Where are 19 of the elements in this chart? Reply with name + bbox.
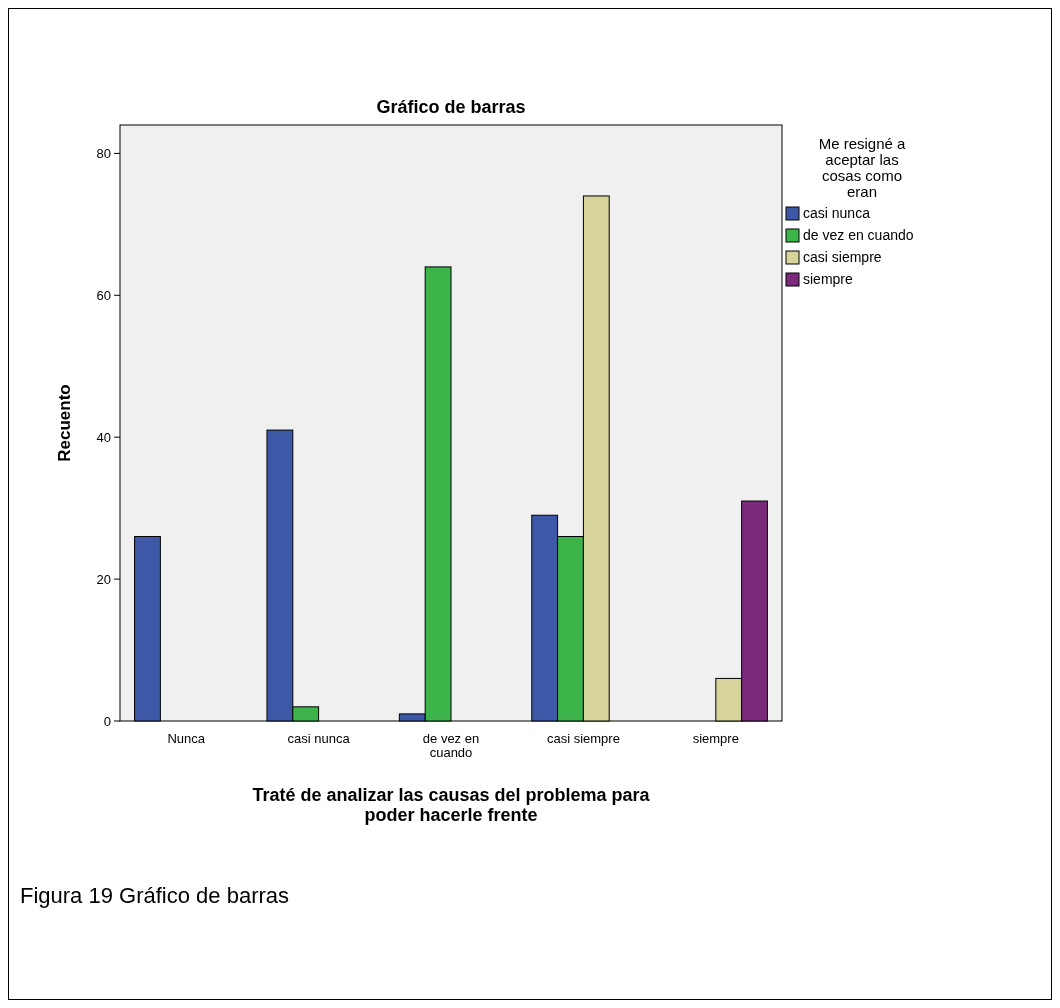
legend-label: siempre xyxy=(803,271,854,287)
x-tick-label: casi siempre xyxy=(546,731,620,746)
legend-label: de vez en cuando xyxy=(803,227,914,243)
legend-label: casi siempre xyxy=(803,249,882,265)
x-tick-label: siempre xyxy=(692,731,739,746)
y-tick-label: 60 xyxy=(96,287,111,303)
x-tick-label: de vez en cuando xyxy=(422,731,480,760)
y-tick-label: 20 xyxy=(96,571,111,587)
x-tick-label: Nunca xyxy=(167,731,206,746)
legend-label: casi nunca xyxy=(803,205,871,221)
y-tick-label: 0 xyxy=(103,713,111,729)
text: Figura 19 Gráfico de barras xyxy=(20,883,290,908)
x-tick-label: casi nunca xyxy=(287,731,351,746)
y-tick-label: 80 xyxy=(96,145,111,161)
x-axis-title: Traté de analizar las causas del problema para poder hacerle frente xyxy=(252,785,651,825)
chart-title: Gráfico de barras xyxy=(376,97,526,117)
y-axis-title: Recuento xyxy=(55,384,74,462)
y-tick-label: 40 xyxy=(96,429,111,445)
legend-title: Me resigné a aceptar las cosas como eran xyxy=(818,135,907,200)
